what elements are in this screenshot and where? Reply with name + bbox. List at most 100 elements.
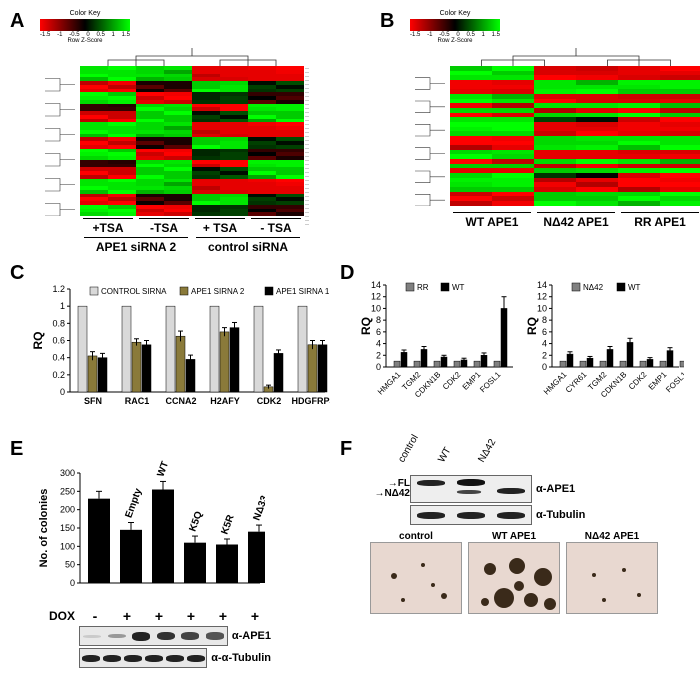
col-group-row2: APE1 siRNA 2control siRNA: [80, 237, 304, 254]
svg-text:WT: WT: [155, 460, 171, 478]
panel-d-label: D: [340, 262, 354, 285]
svg-text:12: 12: [371, 292, 381, 302]
figure-root: A Color Key -1.5-1-0.500.511.5 Row Z-Sco…: [10, 10, 690, 668]
colony-control: [370, 542, 462, 614]
panel-d-body: 02468101214RQHMGA1TGM2CDKN1BCDK2EMP1FOSL…: [340, 262, 690, 397]
panel-f-label: F: [340, 438, 352, 461]
band: [417, 480, 445, 486]
svg-text:0: 0: [70, 578, 75, 588]
svg-text:RR: RR: [417, 283, 429, 292]
dox-label: DOX: [35, 609, 79, 623]
svg-text:FOSL1: FOSL1: [664, 370, 684, 395]
blot-f-tub-row: α-Tubulin: [370, 505, 690, 525]
svg-text:K5R: K5R: [219, 513, 236, 536]
panel-c-body: 00.20.40.60.811.2RQSFNRAC1CCNA2H2AFYCDK2…: [10, 262, 330, 430]
blot-ape1-label: α-APE1: [232, 630, 271, 642]
svg-text:1.2: 1.2: [52, 284, 65, 294]
heatmap-body: ——————————————————————————————: [410, 66, 700, 206]
svg-text:2: 2: [376, 350, 381, 360]
svg-text:12: 12: [537, 292, 547, 302]
blot-f-ape1-row: →FL →NΔ42 α-APE1: [370, 475, 690, 503]
top-label: WT: [436, 424, 484, 475]
row-1: A Color Key -1.5-1-0.500.511.5 Row Z-Sco…: [10, 10, 690, 254]
colony-wt: [468, 542, 560, 614]
col-group-row1: +TSA-TSA+ TSA- TSA: [80, 218, 304, 235]
panel-b: B Color Key -1.5-1-0.500.511.5 Row Z-Sco…: [380, 10, 690, 254]
panel-a-heatmap: Color Key -1.5-1-0.500.511.5 Row Z-Score…: [10, 10, 370, 254]
svg-text:8: 8: [542, 315, 547, 325]
svg-text:FOSL1: FOSL1: [478, 370, 503, 395]
heatmap-body: ————————————————————————————————————————: [40, 66, 309, 216]
svg-text:WT: WT: [452, 283, 465, 292]
svg-text:HDGFRP3: HDGFRP3: [291, 396, 330, 406]
svg-text:8: 8: [376, 315, 381, 325]
svg-text:2: 2: [542, 350, 547, 360]
svg-text:NΔ33: NΔ33: [251, 494, 265, 522]
panel-a-label: A: [10, 10, 24, 33]
colony-label: control: [370, 531, 462, 542]
blot-tub-label: α-α-Tubulin: [211, 652, 271, 664]
colony-label: WT APE1: [468, 531, 560, 542]
panel-f: F control WT NΔ42 →FL →NΔ42 α-APE1: [340, 438, 690, 668]
panel-a: A Color Key -1.5-1-0.500.511.5 Row Z-Sco…: [10, 10, 370, 254]
svg-text:SFN: SFN: [84, 396, 102, 406]
svg-text:4: 4: [376, 339, 381, 349]
svg-text:1: 1: [60, 301, 65, 311]
panel-a-groups: +TSA-TSA+ TSA- TSA APE1 siRNA 2control s…: [80, 216, 304, 254]
svg-text:0.2: 0.2: [52, 370, 65, 380]
band: [497, 512, 525, 519]
blot-e: α-APE1 α-α-Tubulin: [79, 626, 271, 668]
panel-c-label: C: [10, 262, 24, 285]
svg-text:0: 0: [60, 387, 65, 397]
blot-f-ape1-label: α-APE1: [536, 483, 575, 495]
panel-e-body: 050100150200250300No. of coloniesEmptyWT…: [10, 438, 330, 668]
top-label: NΔ42: [476, 424, 524, 475]
svg-text:CYR61: CYR61: [564, 370, 589, 395]
svg-text:100: 100: [60, 541, 75, 551]
svg-text:14: 14: [371, 280, 381, 290]
svg-text:No. of colonies: No. of colonies: [38, 489, 50, 568]
chart-e: 050100150200250300No. of coloniesEmptyWT…: [35, 443, 265, 603]
colony-nd42: [566, 542, 658, 614]
colorkey-title: Color Key: [410, 10, 500, 17]
panel-f-body: control WT NΔ42 →FL →NΔ42 α-APE1: [340, 438, 690, 614]
heatmap-grid: [80, 66, 304, 216]
svg-text:14: 14: [537, 280, 547, 290]
svg-text:RQ: RQ: [31, 332, 45, 350]
dox-values: -+++++: [79, 608, 330, 624]
dendrogram-top: [450, 46, 700, 66]
panel-c: C 00.20.40.60.811.2RQSFNRAC1CCNA2H2AFYCD…: [10, 262, 330, 430]
svg-text:APE1 SIRNA 1: APE1 SIRNA 1: [276, 287, 330, 296]
svg-text:6: 6: [376, 327, 381, 337]
blot-f-ape1: [410, 475, 532, 503]
heatmap-row-labels: ————————————————————————————————————————: [305, 66, 309, 216]
blot-f-tub: [410, 505, 532, 525]
blot-f-top-labels: control WT NΔ42: [424, 443, 690, 475]
blot-tub-lane: [79, 648, 207, 668]
svg-text:0.6: 0.6: [52, 336, 65, 346]
svg-text:Empty: Empty: [123, 487, 144, 520]
chart-d-right: 02468101214RQHMGA1CYR61TGM2CDKN1BCDK2EMP…: [524, 267, 684, 397]
blot-tub-row: α-α-Tubulin: [79, 648, 271, 668]
panel-b-groups: WT APE1NΔ42 APE1RR APE1: [450, 210, 700, 229]
blot-ape1-lane: [79, 626, 228, 646]
svg-text:HMGA1: HMGA1: [376, 370, 403, 397]
heatmap-grid: [450, 66, 700, 206]
row-2: C 00.20.40.60.811.2RQSFNRAC1CCNA2H2AFYCD…: [10, 262, 690, 430]
svg-text:RAC1: RAC1: [125, 396, 150, 406]
chart-d-left: 02468101214RQHMGA1TGM2CDKN1BCDK2EMP1FOSL…: [358, 267, 518, 397]
svg-text:50: 50: [65, 560, 75, 570]
svg-text:150: 150: [60, 523, 75, 533]
svg-text:CCNA2: CCNA2: [165, 396, 196, 406]
dox-row: DOX -+++++: [35, 608, 330, 624]
svg-text:WT: WT: [628, 283, 641, 292]
colony-row: control WT APE1 NΔ42 APE1: [370, 531, 690, 614]
chart-c: 00.20.40.60.811.2RQSFNRAC1CCNA2H2AFYCDK2…: [30, 267, 330, 427]
band: [457, 490, 481, 494]
svg-text:CDK2: CDK2: [627, 370, 649, 392]
colorkey-title: Color Key: [40, 10, 130, 17]
svg-text:250: 250: [60, 486, 75, 496]
colorkey-axis: Row Z-Score: [40, 38, 130, 44]
nd-text: NΔ42: [384, 488, 410, 499]
dendrogram-left: [410, 66, 450, 206]
